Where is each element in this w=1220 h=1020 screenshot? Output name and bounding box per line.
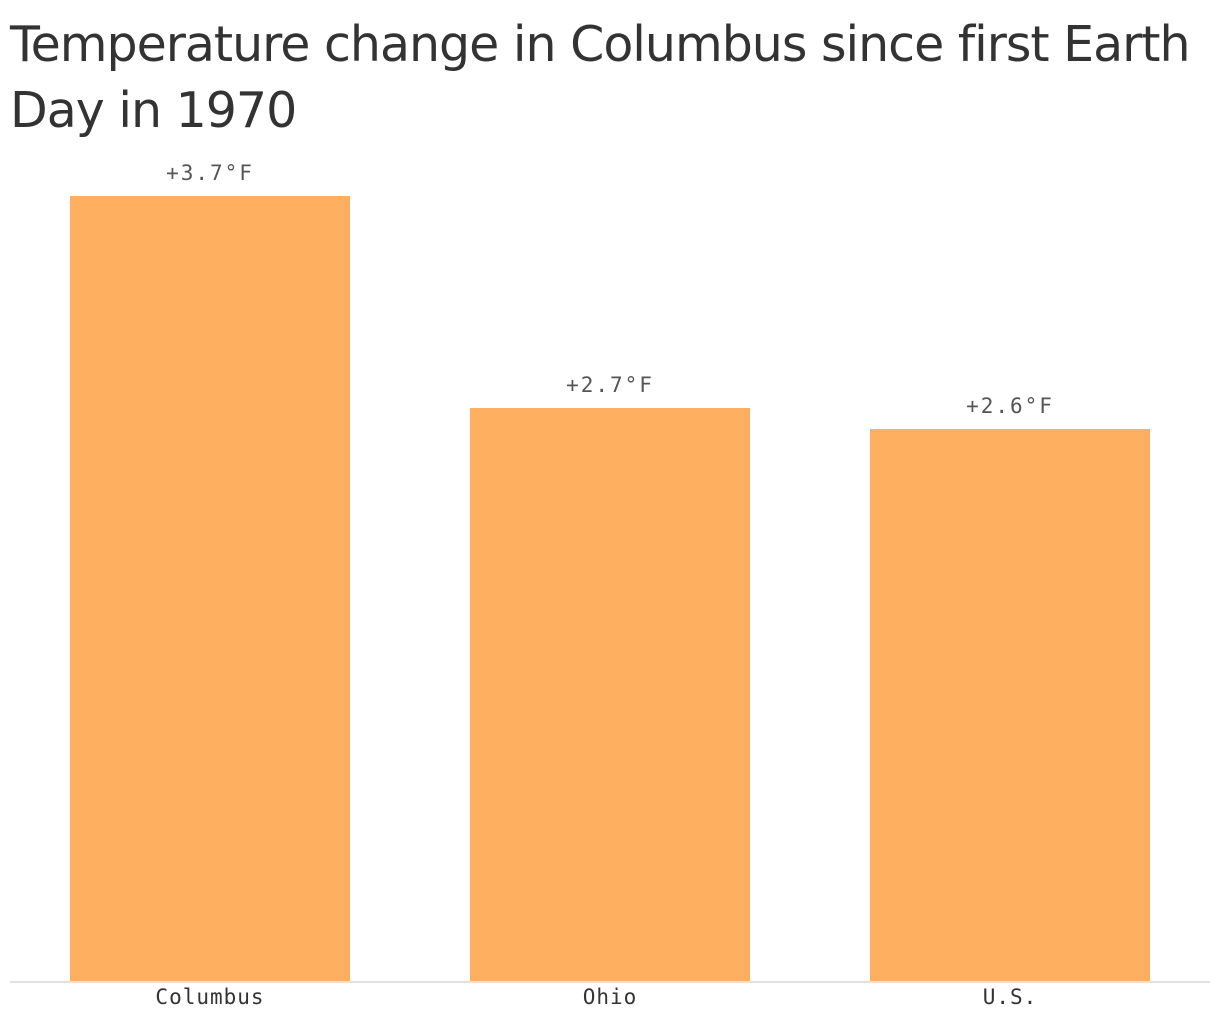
bar-value-label: +3.7°F <box>166 161 254 185</box>
bar-value-label: +2.7°F <box>566 373 654 397</box>
chart-title: Temperature change in Columbus since fir… <box>10 16 1191 139</box>
x-axis-line <box>10 981 1210 983</box>
x-axis-label: Ohio <box>582 985 638 1009</box>
bar-value-label: +2.6°F <box>966 394 1054 418</box>
bar-chart: +3.7°F +2.7°F +2.6°F Columbus Ohio U.S. <box>10 150 1210 1020</box>
bar-columbus <box>70 196 350 981</box>
bar-ohio <box>470 408 750 981</box>
x-axis-label: U.S. <box>982 985 1038 1009</box>
bar-us <box>870 429 1150 981</box>
x-axis-label: Columbus <box>155 985 265 1009</box>
